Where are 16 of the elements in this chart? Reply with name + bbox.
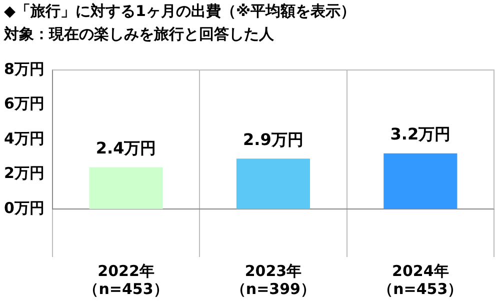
bar — [384, 153, 458, 209]
y-tick-label: 4万円 — [4, 129, 44, 148]
bar — [89, 167, 163, 209]
chart-title: ◆「旅行」に対する1ヶ月の出費（※平均額を表示） — [4, 2, 356, 21]
bar — [236, 158, 310, 209]
y-tick-label: 2万円 — [4, 164, 44, 182]
y-tick-label: 0万円 — [4, 198, 44, 217]
x-tick-label: 2022年（n=453） — [84, 262, 168, 298]
y-tick-label: 6万円 — [4, 94, 44, 113]
x-tick-label: 2024年（n=453） — [378, 262, 463, 298]
data-label: 2.4万円 — [96, 138, 156, 158]
data-label: 3.2万円 — [390, 124, 451, 144]
x-tick-label: 2023年（n=399） — [230, 262, 316, 298]
y-tick-label: 8万円 — [4, 60, 44, 78]
data-label: 2.9万円 — [243, 130, 304, 149]
chart-subtitle: 対象：現在の楽しみを旅行と回答した人 — [4, 25, 274, 44]
